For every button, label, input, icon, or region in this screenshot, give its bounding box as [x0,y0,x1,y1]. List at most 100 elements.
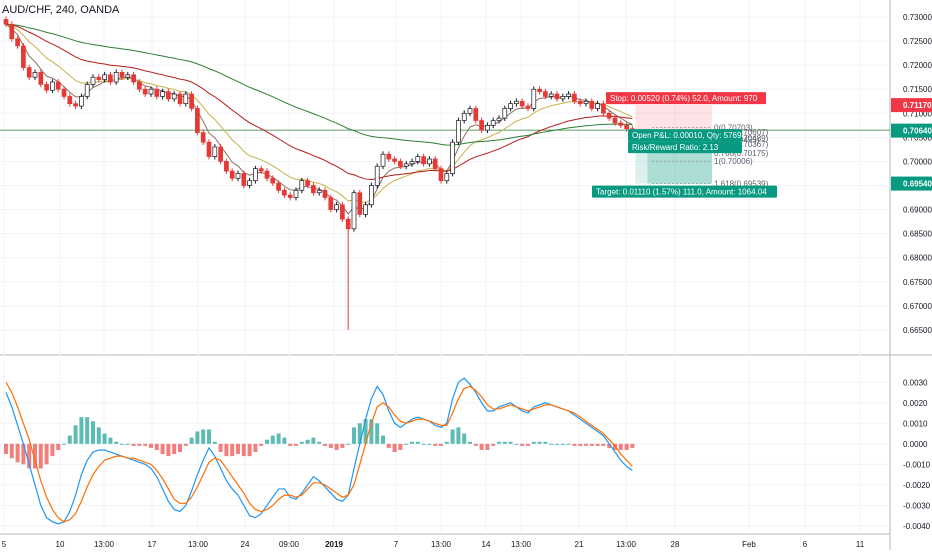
candle-body [55,81,61,90]
price-tick-label: 0.67000 [903,302,932,311]
macd-tick-label: 0.0030 [903,378,928,387]
macd-histogram-bar [491,443,496,446]
time-tick-label: 09:00 [279,540,300,549]
candle-body [595,103,600,109]
candle-body [287,194,293,198]
stop-label: Stop: 0.00520 (0.74%) 52.0, Amount: 970 [610,94,758,103]
macd-histogram-bar [282,437,287,444]
macd-pane[interactable] [0,356,890,534]
stop-zone [635,105,712,131]
macd-histogram-bar [172,443,177,455]
candle-body [601,103,606,114]
time-tick-label: 28 [671,540,680,549]
macd-histogram-bar [572,443,577,446]
candle-body [554,93,560,100]
macd-histogram-bar [38,443,43,469]
candle-body [409,161,415,165]
macd-histogram-bar [230,443,235,457]
time-tick-label: 2019 [325,540,343,549]
macd-histogram-bar [323,443,327,446]
macd-histogram-bar [468,441,472,444]
macd-histogram-bar [299,441,304,444]
fib-level-label: 0.786(0.70175) [714,149,769,158]
candle-body [606,112,612,119]
macd-histogram-bar [497,441,501,444]
candle-body [519,100,525,107]
candle-body [3,19,9,25]
candle-body [531,88,537,109]
candle-body [345,218,351,230]
ema-long-line [5,23,633,146]
macd-histogram-bar [357,423,362,444]
candle-body [316,189,322,194]
target-label-bg [592,185,777,198]
macd-histogram-bar [392,443,397,453]
candle-body [334,204,339,210]
price-tick-label: 0.69000 [903,206,932,215]
macd-histogram-bar [247,443,252,457]
macd-indicator [4,377,635,525]
macd-histogram-bar [143,443,148,446]
macd-histogram-bar [473,443,478,446]
candle-body [572,93,577,102]
macd-histogram-bar [183,443,188,446]
macd-histogram-bar [479,443,484,450]
rr-label: Risk/Reward Ratio: 2.13 [632,143,719,152]
macd-histogram-bar [624,443,629,450]
macd-histogram-bar [311,437,316,444]
candle-body [9,23,15,40]
time-tick-label: 13:00 [616,540,637,549]
macd-histogram-bar [276,433,281,444]
candle-body [467,108,473,114]
candle-body [363,204,368,215]
macd-histogram-bar [444,441,449,444]
macd-histogram-bar [9,443,14,459]
macd-histogram-bar [27,443,32,469]
candle-body [119,72,125,78]
candle-body [374,165,380,186]
candle-body [177,93,183,105]
candle-body [61,88,67,97]
macd-histogram-bar [108,437,113,444]
macd-histogram-bar [375,423,380,444]
candle-body [90,76,96,85]
candle-body [160,91,165,97]
macd-histogram-bar [270,435,275,444]
macd-histogram-bar [241,443,246,457]
candle-body [548,93,554,97]
candle-body [514,100,519,105]
macd-tick-label: -0.0020 [903,481,931,490]
macd-histogram-bar [363,419,368,444]
candle-body [125,74,131,78]
candle-body [241,173,247,186]
candle-body [543,91,548,97]
fib-level-label: 0(0.70703) [714,124,753,133]
macd-histogram-bar [305,439,310,444]
candle-body [369,185,374,206]
candle-body [612,117,618,124]
macd-histogram-bar [543,441,548,444]
macd-histogram-bar [79,417,84,444]
candle-body [148,88,154,95]
candle-body [189,93,194,109]
time-tick-label: 13:00 [511,540,532,549]
macd-histogram-bar [520,443,525,446]
time-tick-label: 10 [56,540,65,549]
macd-histogram-bar [404,443,409,445]
symbol-label: AUD/CHF, 240, OANDA [2,4,120,16]
time-tick-label: 21 [575,540,584,549]
entry-price-badge: 0.70640 [903,127,932,136]
macd-histogram-bar [502,441,507,444]
macd-histogram-bar [218,443,223,453]
candle-body [566,93,571,97]
macd-histogram-bar [259,443,264,446]
macd-histogram-bar [114,441,119,444]
macd-line [5,377,633,525]
candle-body [485,124,490,131]
macd-histogram-bar [50,443,55,457]
candle-body [73,103,78,107]
macd-histogram-bar [462,433,467,444]
candle-body [508,103,513,109]
